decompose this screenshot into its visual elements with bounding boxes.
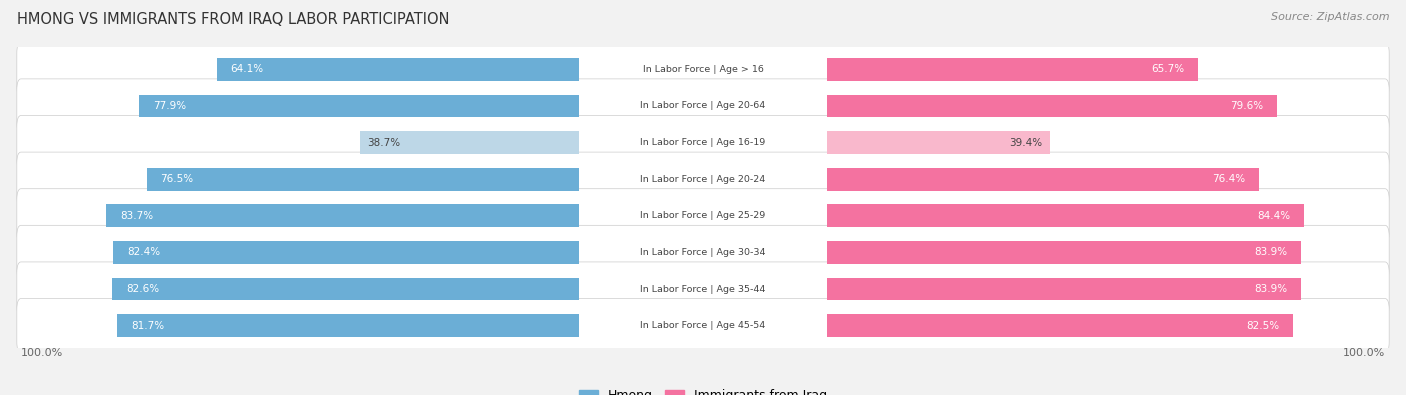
Text: 83.9%: 83.9% [1254,284,1288,294]
Bar [827,314,1294,337]
Text: In Labor Force | Age 45-54: In Labor Force | Age 45-54 [640,321,766,330]
Text: 100.0%: 100.0% [21,348,63,358]
Text: 83.9%: 83.9% [1254,247,1288,258]
Text: 64.1%: 64.1% [231,64,264,74]
Bar [827,131,1050,154]
FancyBboxPatch shape [17,225,1389,280]
Text: In Labor Force | Age 16-19: In Labor Force | Age 16-19 [640,138,766,147]
Text: In Labor Force | Age 30-34: In Labor Force | Age 30-34 [640,248,766,257]
Bar [827,241,1301,264]
Text: 83.7%: 83.7% [120,211,153,221]
Text: 81.7%: 81.7% [131,321,165,331]
Bar [827,58,1198,81]
Bar [827,205,1303,227]
Legend: Hmong, Immigrants from Iraq: Hmong, Immigrants from Iraq [574,384,832,395]
Bar [360,131,579,154]
Text: 76.4%: 76.4% [1212,174,1244,184]
Text: HMONG VS IMMIGRANTS FROM IRAQ LABOR PARTICIPATION: HMONG VS IMMIGRANTS FROM IRAQ LABOR PART… [17,12,450,27]
FancyBboxPatch shape [17,79,1389,133]
Text: In Labor Force | Age 20-64: In Labor Force | Age 20-64 [640,102,766,111]
Text: 82.4%: 82.4% [128,247,160,258]
Bar [146,168,579,190]
Text: 100.0%: 100.0% [1343,348,1385,358]
Bar [112,278,579,300]
Bar [114,241,579,264]
FancyBboxPatch shape [17,189,1389,243]
Text: 65.7%: 65.7% [1152,64,1184,74]
Bar [827,278,1301,300]
FancyBboxPatch shape [17,42,1389,96]
Text: 39.4%: 39.4% [1010,137,1043,148]
FancyBboxPatch shape [17,152,1389,206]
Text: 84.4%: 84.4% [1257,211,1291,221]
Text: In Labor Force | Age 35-44: In Labor Force | Age 35-44 [640,284,766,293]
Bar [118,314,579,337]
Bar [827,95,1277,117]
Bar [139,95,579,117]
Bar [217,58,579,81]
Text: 38.7%: 38.7% [367,137,401,148]
Text: 82.5%: 82.5% [1246,321,1279,331]
Text: In Labor Force | Age 20-24: In Labor Force | Age 20-24 [640,175,766,184]
FancyBboxPatch shape [17,115,1389,170]
Text: 77.9%: 77.9% [153,101,186,111]
Text: In Labor Force | Age 25-29: In Labor Force | Age 25-29 [640,211,766,220]
Text: 76.5%: 76.5% [160,174,194,184]
Bar [827,168,1258,190]
Text: 79.6%: 79.6% [1230,101,1263,111]
Text: 82.6%: 82.6% [127,284,159,294]
Bar [105,205,579,227]
FancyBboxPatch shape [17,262,1389,316]
FancyBboxPatch shape [17,299,1389,353]
Text: Source: ZipAtlas.com: Source: ZipAtlas.com [1271,12,1389,22]
Text: In Labor Force | Age > 16: In Labor Force | Age > 16 [643,65,763,74]
